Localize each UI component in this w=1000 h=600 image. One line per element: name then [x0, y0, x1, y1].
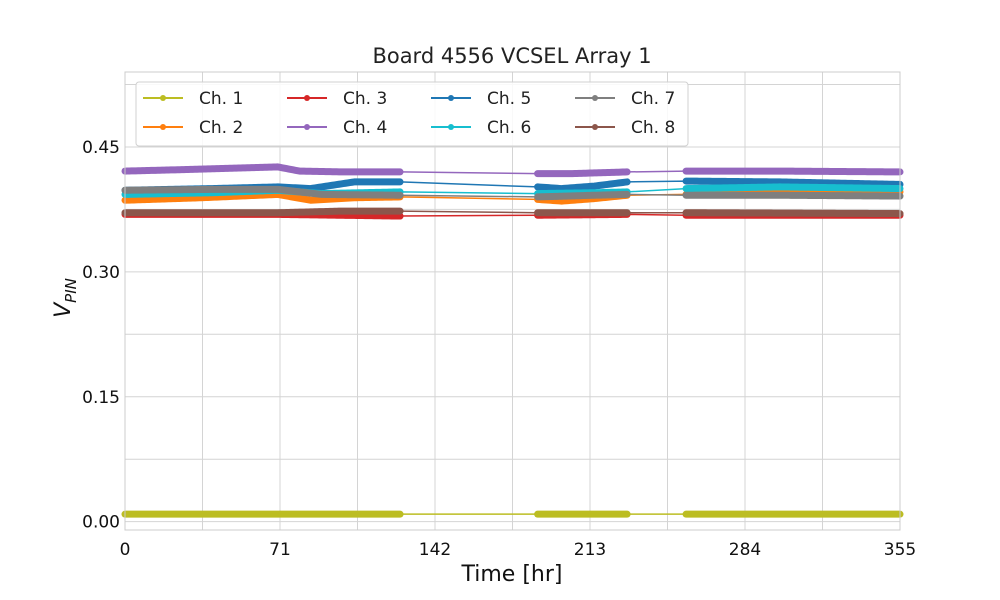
series-band: [682, 177, 904, 188]
series-band: [682, 209, 904, 218]
y-tick-label: 0.45: [82, 138, 120, 158]
y-tick-label: 0.00: [82, 513, 120, 533]
legend-item: Ch. 5: [431, 89, 531, 109]
legend-item: Ch. 4: [287, 118, 387, 138]
legend-label: Ch. 6: [487, 118, 531, 138]
legend: Ch. 1 Ch. 2 Ch. 3 Ch. 4 Ch. 5 Ch. 6 Ch. 7 Ch. 8: [135, 81, 689, 147]
y-tick-label: 0.30: [82, 263, 120, 283]
legend-swatch-marker: [160, 124, 166, 130]
series-band: [534, 178, 631, 193]
legend-swatch-marker: [592, 95, 598, 101]
y-axis-label-sub: PIN: [62, 278, 80, 303]
legend-swatch-marker: [160, 95, 166, 101]
series-band: [121, 207, 404, 217]
x-tick-label: 142: [419, 540, 451, 560]
x-tick-labels: 0 71 142 213 284 355: [120, 540, 917, 560]
legend-swatch-marker: [304, 95, 310, 101]
legend-swatch-marker: [448, 95, 454, 101]
y-tick-labels: 0.00 0.15 0.30 0.45: [82, 138, 120, 533]
legend-box: [135, 81, 689, 147]
legend-label: Ch. 8: [631, 118, 675, 138]
series-band: [682, 183, 904, 193]
y-axis-label: VPIN: [51, 278, 80, 318]
legend-swatch-marker: [592, 124, 598, 130]
legend-label: Ch. 5: [487, 89, 531, 109]
legend-swatch-marker: [448, 124, 454, 130]
y-axis-label-main: V: [51, 301, 76, 318]
legend-label: Ch. 7: [631, 89, 675, 109]
y-tick-label: 0.15: [82, 388, 120, 408]
legend-item: Ch. 1: [143, 89, 243, 109]
series-band: [682, 167, 904, 176]
series-7: [121, 185, 904, 201]
legend-label: Ch. 3: [343, 89, 387, 109]
x-tick-label: 213: [574, 540, 606, 560]
legend-label: Ch. 1: [199, 89, 243, 109]
x-tick-label: 71: [269, 540, 291, 560]
x-axis-label: Time [hr]: [461, 562, 563, 587]
series-band: [534, 190, 631, 201]
legend-swatch-marker: [304, 124, 310, 130]
x-tick-label: 355: [884, 540, 916, 560]
x-tick-label: 0: [120, 540, 131, 560]
series-band: [534, 168, 631, 178]
legend-label: Ch. 2: [199, 118, 243, 138]
legend-item: Ch. 6: [431, 118, 531, 138]
legend-item: Ch. 2: [143, 118, 243, 138]
chart-title: Board 4556 VCSEL Array 1: [372, 44, 651, 68]
legend-item: Ch. 8: [575, 118, 675, 138]
series-layer: [121, 163, 904, 518]
series-band: [121, 163, 404, 176]
legend-item: Ch. 3: [287, 89, 387, 109]
series-8: [121, 207, 904, 218]
series-band: [121, 185, 404, 199]
x-tick-label: 284: [729, 540, 761, 560]
series-4: [121, 163, 904, 178]
legend-label: Ch. 4: [343, 118, 387, 138]
legend-item: Ch. 7: [575, 89, 675, 109]
series-band: [682, 191, 904, 200]
plot-frame: [124, 71, 901, 531]
